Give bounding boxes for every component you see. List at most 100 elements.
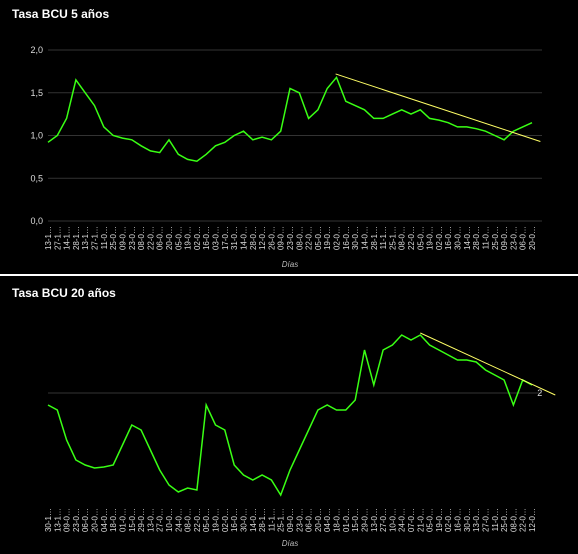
x-tick-label: 28-0…: [472, 226, 481, 250]
x-tick-label: 20-0…: [165, 226, 174, 250]
x-tick-label: 14-1…: [63, 226, 72, 250]
x-tick-label: 27-1…: [91, 226, 100, 250]
x-tick-label: 02-0…: [333, 226, 342, 250]
x-tick-label: 16-0…: [202, 226, 211, 250]
x-tick-label: 09-0…: [500, 226, 509, 250]
axis-title: Días: [282, 260, 298, 269]
chart-title: Tasa BCU 5 años: [12, 7, 109, 21]
x-tick-label: 27-1…: [53, 226, 62, 250]
x-tick-label: 15-0…: [351, 508, 360, 532]
x-tick-label: 06-0…: [519, 226, 528, 250]
x-tick-label: 15-0…: [128, 508, 137, 532]
x-tick-label: 08-0…: [398, 226, 407, 250]
x-tick-label: 25-1…: [277, 508, 286, 532]
x-tick-label: 16-0…: [444, 226, 453, 250]
trend-label: 2: [537, 388, 542, 398]
x-tick-label: 22-0…: [305, 226, 314, 250]
x-tick-label: 19-0…: [435, 508, 444, 532]
x-tick-label: 30-0…: [454, 226, 463, 250]
x-tick-label: 25-0…: [500, 508, 509, 532]
trend-line: [420, 332, 556, 396]
x-tick-label: 22-0…: [407, 226, 416, 250]
x-tick-label: 27-0…: [156, 508, 165, 532]
x-tick-label: 16-0…: [454, 508, 463, 532]
chart-title: Tasa BCU 20 años: [12, 286, 116, 300]
x-tick-label: 16-0…: [230, 508, 239, 532]
x-tick-label: 08-0…: [295, 226, 304, 250]
x-tick-label: 28-1…: [258, 508, 267, 532]
x-tick-label: 05-0…: [426, 508, 435, 532]
data-line: [47, 334, 533, 497]
x-tick-label: 14-0…: [249, 508, 258, 532]
x-tick-label: 31-0…: [230, 226, 239, 250]
x-tick-label: 10-0…: [388, 508, 397, 532]
x-tick-label: 02-0…: [193, 226, 202, 250]
x-tick-label: 19-0…: [323, 226, 332, 250]
x-tick-label: 04-0…: [100, 508, 109, 532]
x-tick-label: 14-0…: [360, 226, 369, 250]
x-tick-label: 18-0…: [333, 508, 342, 532]
x-tick-label: 17-0…: [221, 226, 230, 250]
x-tick-label: 02-0…: [444, 508, 453, 532]
x-tick-label: 09-0…: [286, 508, 295, 532]
trend-line: [335, 73, 541, 142]
x-tick-label: 09-0…: [118, 226, 127, 250]
x-tick-label: 06-0…: [156, 226, 165, 250]
x-tick-label: 13-1…: [53, 508, 62, 532]
x-tick-label: 24-0…: [398, 508, 407, 532]
x-tick-label: 23-0…: [286, 226, 295, 250]
x-tick-label: 22-0…: [193, 508, 202, 532]
x-tick-label: 19-0…: [184, 226, 193, 250]
x-tick-label: 21-0…: [416, 508, 425, 532]
x-tick-label: 18-0…: [109, 508, 118, 532]
x-tick-label: 13-1…: [44, 226, 53, 250]
x-tick-label: 28-1…: [72, 226, 81, 250]
x-tick-label: 30-0…: [463, 508, 472, 532]
x-tick-label: 25-1…: [388, 226, 397, 250]
x-tick-label: 13-0…: [146, 508, 155, 532]
y-tick-label: 0,0: [30, 216, 43, 226]
x-tick-label: 16-0…: [342, 226, 351, 250]
x-tick-label: 23-0…: [295, 508, 304, 532]
x-tick-label: 24-0…: [174, 508, 183, 532]
x-tick-label: 26-0…: [267, 226, 276, 250]
x-tick-label: 11-0…: [491, 508, 500, 531]
x-tick-label: 14-0…: [463, 226, 472, 250]
x-tick-label: 08-0…: [184, 508, 193, 532]
x-tick-label: 25-0…: [109, 226, 118, 250]
x-tick-label: 08-0…: [137, 226, 146, 250]
x-tick-label: 23-0…: [509, 226, 518, 250]
x-tick-label: 13-1…: [81, 226, 90, 250]
x-tick-label: 30-0…: [351, 226, 360, 250]
x-tick-label: 20-0…: [314, 508, 323, 532]
x-tick-label: 05-0…: [416, 226, 425, 250]
y-tick-label: 2,0: [30, 45, 43, 55]
x-tick-label: 29-0…: [137, 508, 146, 532]
x-tick-label: 06-0…: [81, 508, 90, 532]
x-tick-label: 19-0…: [426, 226, 435, 250]
x-tick-label: 13-0…: [472, 508, 481, 532]
x-tick-label: 28-1…: [370, 226, 379, 250]
x-tick-label: 22-0…: [146, 226, 155, 250]
x-tick-label: 11-0…: [100, 226, 109, 249]
x-tick-label: 12-0…: [258, 226, 267, 250]
x-tick-label: 29-0…: [360, 508, 369, 532]
x-tick-label: 09-0…: [63, 508, 72, 532]
y-tick-label: 1,5: [30, 88, 43, 98]
axis-title: Días: [282, 539, 298, 548]
x-tick-label: 06-0…: [305, 508, 314, 532]
x-tick-label: 11-1…: [379, 226, 388, 249]
x-tick-label: 08-0…: [509, 508, 518, 532]
x-tick-label: 04-0…: [323, 508, 332, 532]
y-tick-label: 0,5: [30, 173, 43, 183]
x-tick-label: 02-0…: [221, 508, 230, 532]
x-tick-label: 19-0…: [212, 508, 221, 532]
x-tick-label: 20-0…: [91, 508, 100, 532]
x-tick-label: 13-0…: [370, 508, 379, 532]
x-tick-label: 23-0…: [128, 226, 137, 250]
data-line: [47, 75, 533, 162]
x-tick-label: 11-1…: [267, 508, 276, 531]
x-tick-label: 02-0…: [435, 226, 444, 250]
x-tick-label: 09-0…: [277, 226, 286, 250]
